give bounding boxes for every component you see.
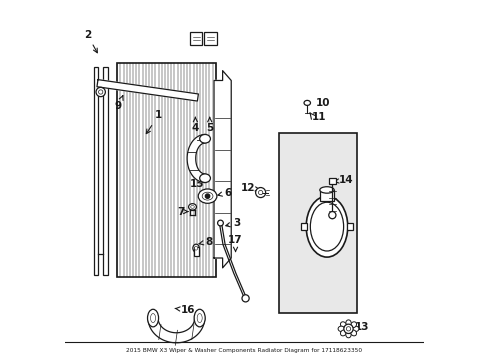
Bar [193, 247, 198, 256]
Circle shape [99, 90, 102, 94]
Bar [94, 67, 98, 275]
Ellipse shape [198, 189, 217, 203]
Circle shape [343, 324, 352, 333]
Polygon shape [187, 134, 204, 183]
Polygon shape [214, 71, 231, 268]
Text: 5: 5 [205, 117, 213, 133]
Ellipse shape [147, 309, 158, 327]
Text: 13: 13 [348, 322, 368, 332]
Polygon shape [97, 80, 198, 101]
Circle shape [96, 87, 105, 96]
Bar [346, 223, 352, 230]
Text: 3: 3 [225, 218, 241, 228]
Bar [319, 190, 333, 201]
Text: 11: 11 [311, 112, 326, 122]
FancyBboxPatch shape [204, 32, 216, 45]
Text: 1: 1 [146, 111, 162, 134]
Text: 4: 4 [191, 117, 199, 133]
Circle shape [346, 327, 350, 331]
Circle shape [242, 295, 249, 302]
Ellipse shape [310, 202, 343, 251]
Text: 8: 8 [199, 237, 212, 247]
Ellipse shape [352, 326, 358, 332]
Text: 17: 17 [228, 235, 243, 251]
Ellipse shape [305, 196, 347, 257]
Text: 2: 2 [83, 30, 97, 53]
Circle shape [217, 220, 223, 226]
Bar [300, 223, 306, 230]
Text: 14: 14 [334, 175, 352, 185]
Ellipse shape [199, 134, 210, 143]
Ellipse shape [194, 309, 205, 327]
Ellipse shape [350, 322, 356, 328]
Bar [278, 134, 357, 313]
Polygon shape [148, 318, 204, 343]
Circle shape [258, 190, 262, 195]
Text: 9: 9 [115, 96, 123, 112]
Ellipse shape [192, 244, 199, 252]
Text: 16: 16 [175, 305, 195, 315]
Ellipse shape [340, 330, 346, 336]
Circle shape [255, 188, 265, 198]
Ellipse shape [345, 331, 350, 338]
Ellipse shape [345, 320, 350, 326]
Text: 15: 15 [189, 173, 204, 189]
Ellipse shape [188, 204, 196, 210]
Ellipse shape [190, 206, 194, 208]
Text: 6: 6 [218, 188, 231, 198]
Ellipse shape [304, 100, 310, 105]
Text: 10: 10 [316, 98, 330, 108]
Text: 12: 12 [241, 183, 259, 193]
Ellipse shape [194, 246, 197, 250]
FancyBboxPatch shape [190, 32, 202, 45]
Ellipse shape [199, 174, 210, 183]
Ellipse shape [197, 314, 202, 323]
Bar [117, 63, 215, 277]
Ellipse shape [319, 187, 333, 193]
Ellipse shape [350, 330, 356, 336]
Ellipse shape [202, 192, 212, 200]
Bar [103, 67, 107, 275]
Circle shape [205, 194, 209, 198]
Ellipse shape [340, 322, 346, 328]
Circle shape [328, 212, 335, 219]
Text: 2015 BMW X3 Wiper & Washer Components Radiator Diagram for 17118623350: 2015 BMW X3 Wiper & Washer Components Ra… [126, 348, 362, 353]
Ellipse shape [150, 314, 155, 323]
Text: 7: 7 [177, 207, 187, 217]
Bar [328, 178, 335, 184]
Ellipse shape [337, 326, 344, 332]
